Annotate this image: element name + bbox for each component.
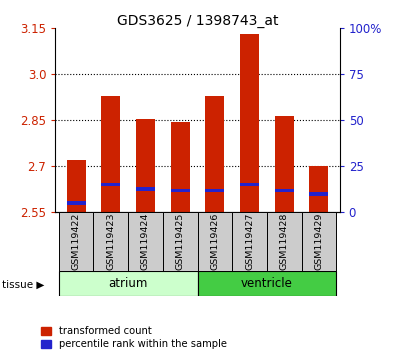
Text: atrium: atrium: [109, 277, 148, 290]
Bar: [275, 189, 294, 193]
Text: GSM119429: GSM119429: [314, 213, 324, 270]
Bar: [205, 96, 224, 212]
Text: tissue ▶: tissue ▶: [2, 280, 44, 290]
Bar: [171, 122, 190, 212]
Bar: [275, 116, 294, 212]
Legend: transformed count, percentile rank within the sample: transformed count, percentile rank withi…: [41, 326, 227, 349]
Bar: [309, 192, 328, 195]
FancyBboxPatch shape: [198, 271, 336, 296]
Bar: [67, 160, 86, 212]
Bar: [205, 189, 224, 193]
Text: GSM119425: GSM119425: [176, 213, 184, 270]
Bar: [171, 189, 190, 193]
Text: GSM119423: GSM119423: [106, 213, 115, 270]
Bar: [240, 183, 259, 186]
FancyBboxPatch shape: [128, 212, 163, 271]
Text: GDS3625 / 1398743_at: GDS3625 / 1398743_at: [117, 14, 278, 28]
FancyBboxPatch shape: [198, 212, 232, 271]
Text: GSM119424: GSM119424: [141, 213, 150, 270]
FancyBboxPatch shape: [59, 212, 94, 271]
FancyBboxPatch shape: [59, 271, 197, 296]
Bar: [240, 34, 259, 212]
Text: GSM119428: GSM119428: [280, 213, 289, 270]
FancyBboxPatch shape: [94, 212, 128, 271]
Text: GSM119426: GSM119426: [211, 213, 219, 270]
Bar: [136, 119, 155, 212]
Text: ventricle: ventricle: [241, 277, 293, 290]
FancyBboxPatch shape: [267, 212, 301, 271]
Text: GSM119422: GSM119422: [71, 213, 81, 270]
Bar: [101, 183, 120, 186]
FancyBboxPatch shape: [301, 212, 336, 271]
FancyBboxPatch shape: [232, 212, 267, 271]
Bar: [67, 201, 86, 205]
Bar: [309, 166, 328, 212]
Text: GSM119427: GSM119427: [245, 213, 254, 270]
FancyBboxPatch shape: [163, 212, 198, 271]
Bar: [101, 96, 120, 212]
Bar: [136, 187, 155, 191]
